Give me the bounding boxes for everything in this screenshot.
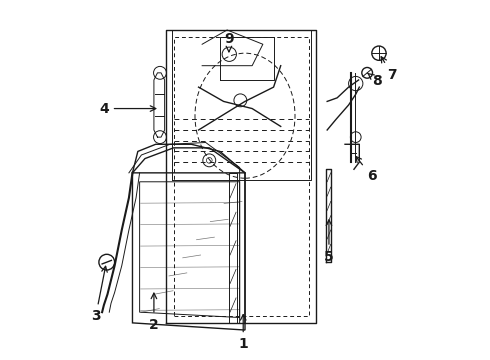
Text: 4: 4 bbox=[99, 102, 156, 116]
Text: 6: 6 bbox=[356, 157, 377, 184]
Text: 9: 9 bbox=[224, 32, 234, 52]
Text: 1: 1 bbox=[238, 315, 248, 351]
Text: 8: 8 bbox=[368, 73, 382, 88]
Text: 2: 2 bbox=[149, 293, 159, 332]
Text: 5: 5 bbox=[324, 220, 334, 264]
Text: 3: 3 bbox=[91, 266, 107, 323]
Text: 7: 7 bbox=[381, 57, 397, 82]
